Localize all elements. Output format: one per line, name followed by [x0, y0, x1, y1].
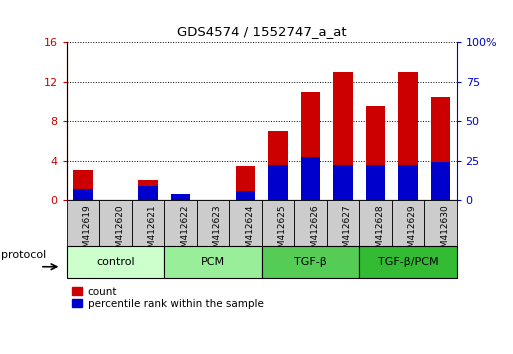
Text: GSM412625: GSM412625 [278, 205, 287, 259]
Bar [164, 246, 262, 278]
Text: GSM412621: GSM412621 [148, 205, 157, 259]
Bar [366, 165, 385, 200]
Bar [333, 72, 352, 200]
Text: GSM412626: GSM412626 [310, 205, 320, 259]
Bar [171, 195, 190, 200]
Bar [164, 200, 196, 246]
Text: GSM412624: GSM412624 [245, 205, 254, 259]
Bar [333, 165, 352, 200]
Bar [359, 246, 457, 278]
Bar [430, 162, 450, 200]
Text: control: control [96, 257, 135, 267]
Bar [359, 200, 391, 246]
Text: GSM412619: GSM412619 [83, 205, 92, 259]
Text: GSM412622: GSM412622 [181, 205, 189, 259]
Text: PCM: PCM [201, 257, 225, 267]
Bar [171, 194, 190, 200]
Bar [268, 131, 288, 200]
Bar [294, 200, 327, 246]
Bar [301, 92, 320, 200]
Legend: count, percentile rank within the sample: count, percentile rank within the sample [72, 287, 263, 309]
Bar [301, 158, 320, 200]
Bar [67, 246, 164, 278]
Bar [235, 192, 255, 200]
Bar [73, 189, 93, 200]
Text: GDS4574 / 1552747_a_at: GDS4574 / 1552747_a_at [177, 25, 346, 38]
Text: GSM412629: GSM412629 [408, 205, 417, 259]
Text: GSM412620: GSM412620 [115, 205, 125, 259]
Bar [196, 200, 229, 246]
Bar [235, 166, 255, 200]
Bar [99, 200, 132, 246]
Text: TGF-β: TGF-β [294, 257, 327, 267]
Text: GSM412630: GSM412630 [440, 205, 449, 259]
Bar [424, 200, 457, 246]
Bar [398, 165, 418, 200]
Bar [391, 200, 424, 246]
Text: GSM412627: GSM412627 [343, 205, 352, 259]
Bar [67, 200, 99, 246]
Bar [73, 171, 93, 200]
Bar [262, 200, 294, 246]
Bar [268, 165, 288, 200]
Bar [366, 107, 385, 200]
Bar [430, 97, 450, 200]
Text: GSM412623: GSM412623 [213, 205, 222, 259]
Bar [138, 180, 157, 200]
Bar [132, 200, 164, 246]
Bar [262, 246, 359, 278]
Text: TGF-β/PCM: TGF-β/PCM [378, 257, 438, 267]
Bar [327, 200, 359, 246]
Text: GSM412628: GSM412628 [376, 205, 384, 259]
Bar [229, 200, 262, 246]
Text: protocol: protocol [2, 250, 47, 260]
Bar [398, 72, 418, 200]
Bar [138, 186, 157, 200]
